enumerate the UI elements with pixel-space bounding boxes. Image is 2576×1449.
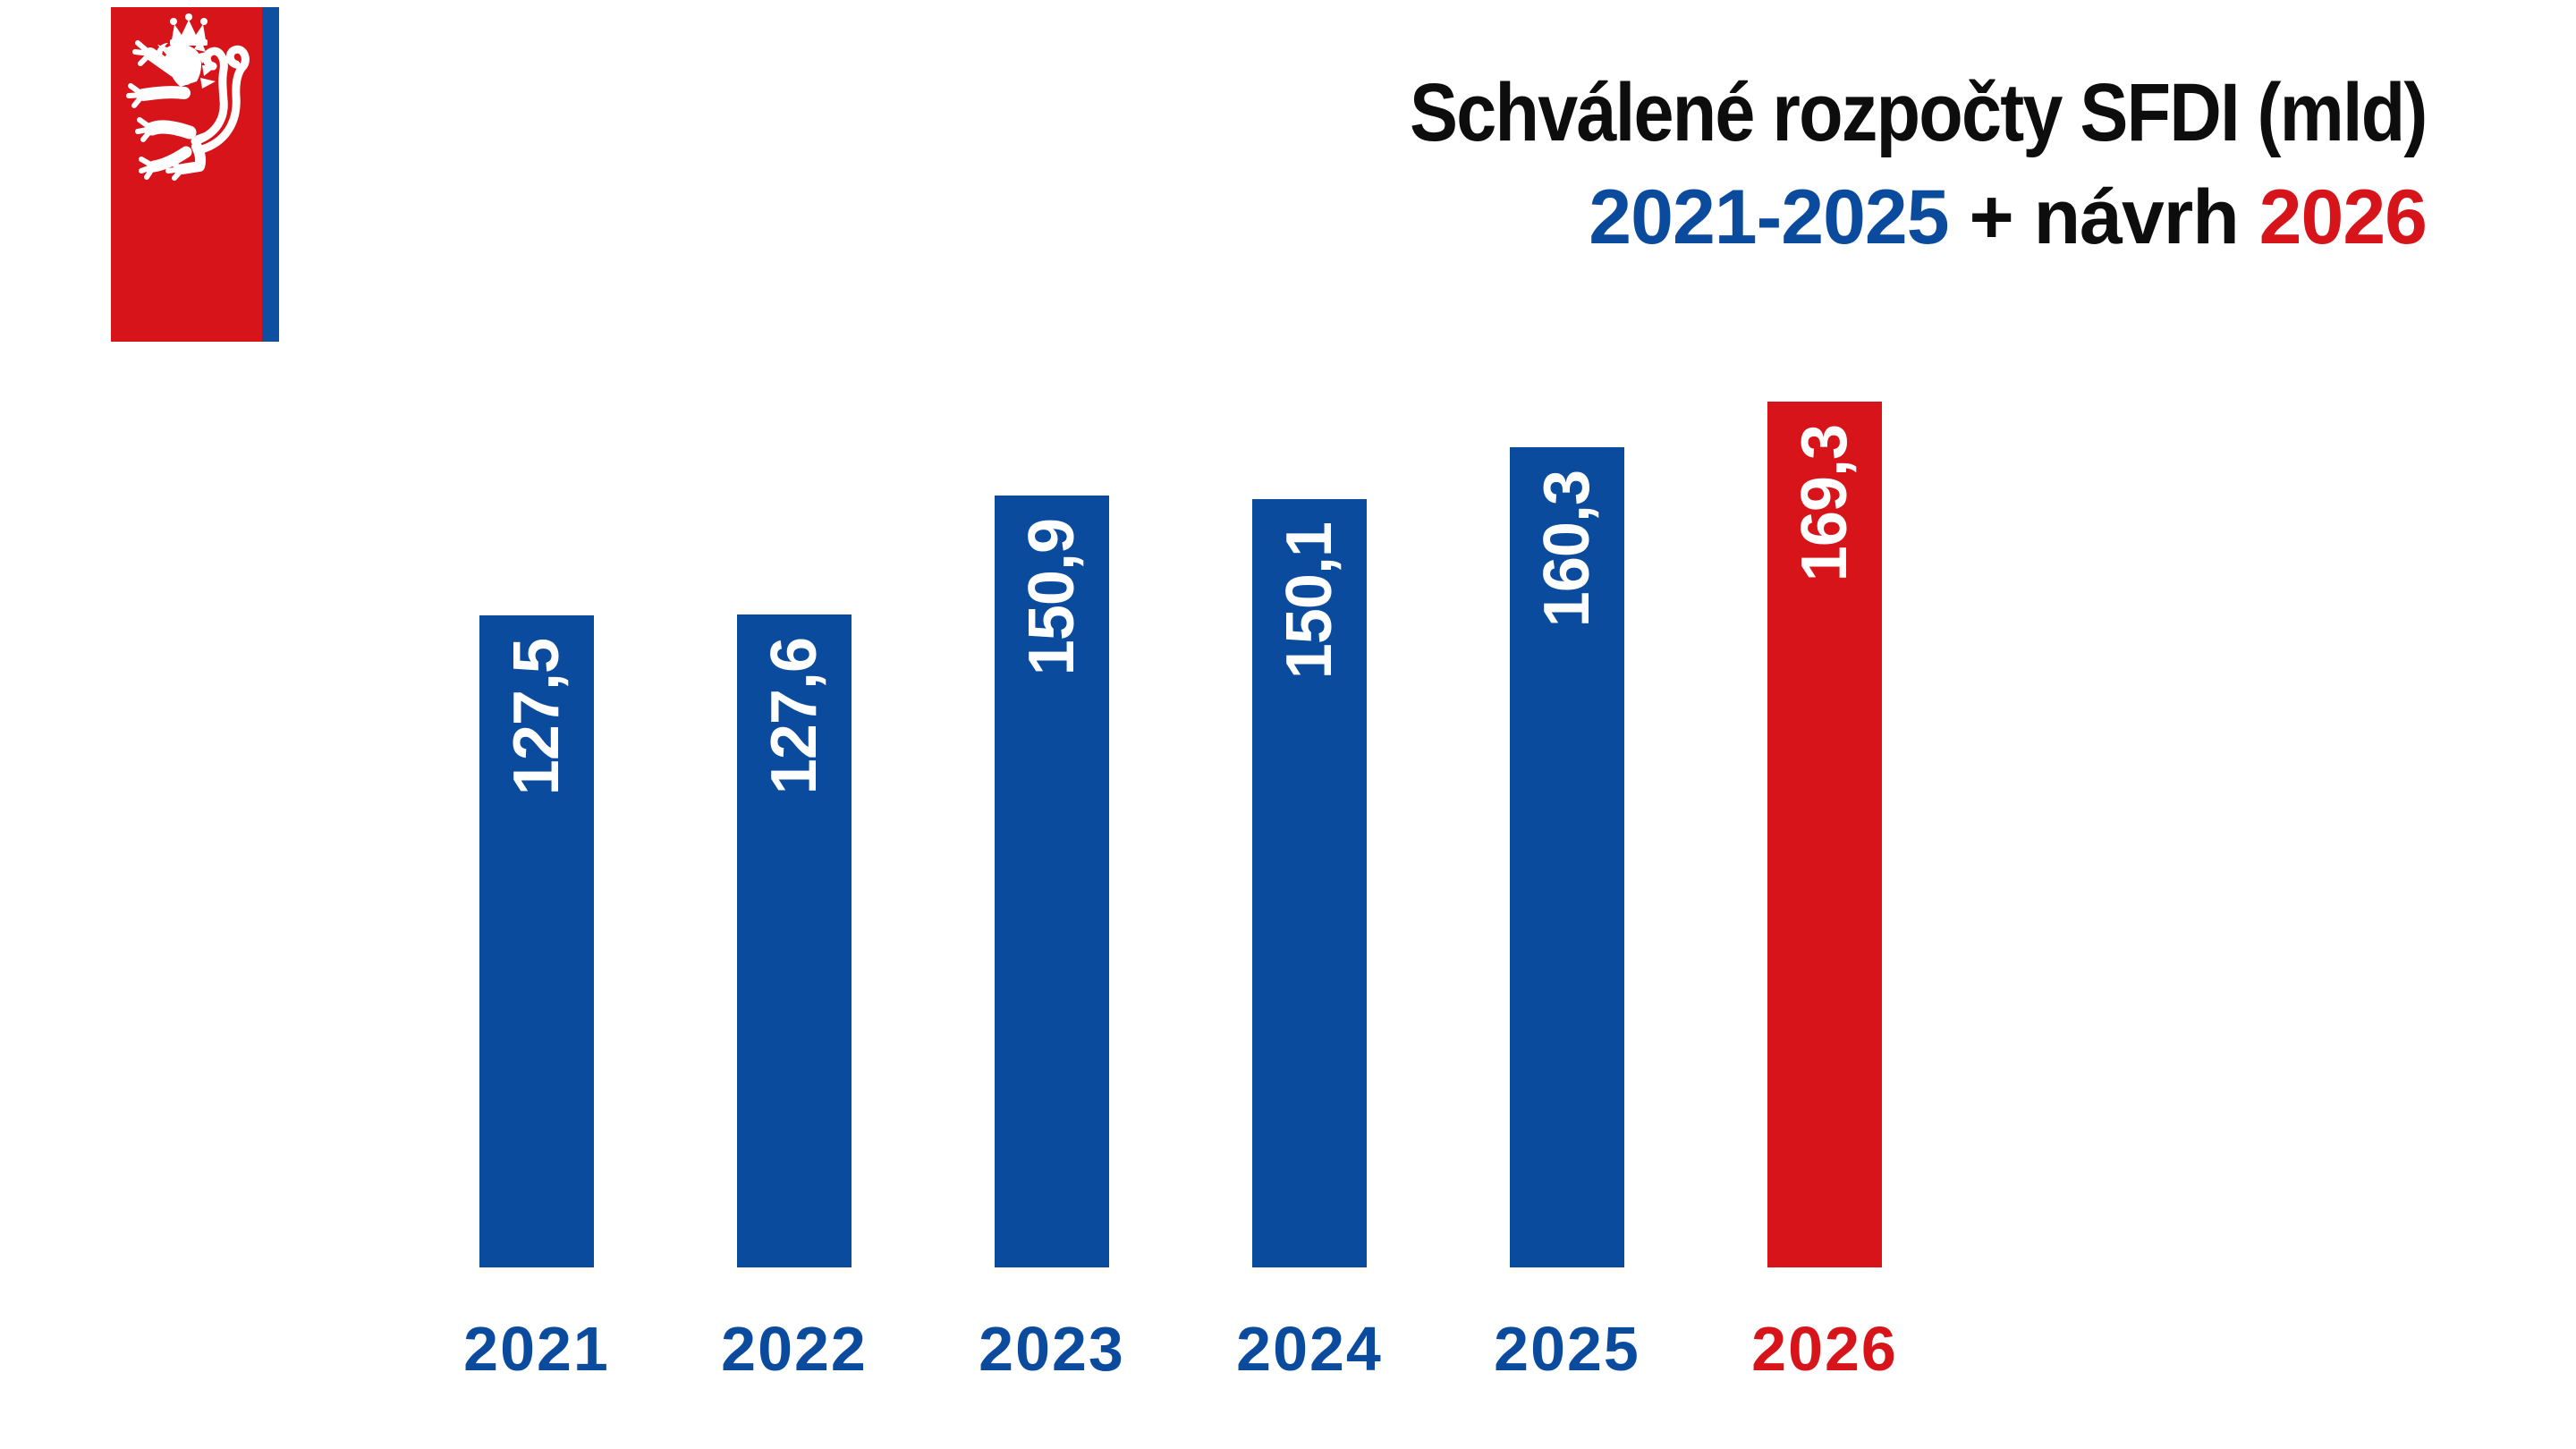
bar-chart: 127,5 2021 127,6 2022 150,9 2023 150,1 2024 160,…: [463, 402, 1896, 1380]
chart-title-line2: 2021-2025 + návrh 2026: [1271, 179, 2428, 256]
bar-column-2024: 150,1 2024: [1236, 499, 1381, 1380]
title-plus-navrh: + návrh: [1948, 174, 2259, 260]
bar-2024: 150,1: [1252, 499, 1367, 1267]
chart-title-line1: Schválené rozpočty SFDI (mld): [1410, 67, 2428, 158]
bar-2023: 150,9: [995, 496, 1109, 1267]
bar-value-label: 127,5: [479, 639, 594, 795]
year-label-2021: 2021: [463, 1314, 610, 1384]
year-label-2022: 2022: [721, 1314, 868, 1384]
year-label-2025: 2025: [1494, 1314, 1640, 1384]
bar-value-text: 169,3: [1789, 425, 1860, 582]
year-label-2024: 2024: [1236, 1314, 1383, 1384]
bar-column-2026: 169,3 2026: [1751, 402, 1896, 1380]
bar-2025: 160,3: [1510, 447, 1624, 1267]
bar-2022: 127,6: [737, 614, 852, 1267]
bar-value-text: 160,3: [1531, 470, 1603, 628]
title-years-range: 2021-2025: [1589, 174, 1949, 260]
bar-column-2025: 160,3 2025: [1494, 447, 1639, 1380]
bar-value-text: 127,6: [758, 638, 830, 795]
bar-value-label: 150,1: [1252, 522, 1367, 679]
flag-blue-stripe: [262, 7, 279, 342]
bar-column-2022: 127,6 2022: [721, 614, 866, 1380]
czech-lion-icon: [126, 13, 250, 181]
title-proposal-year: 2026: [2258, 174, 2428, 260]
bar-value-label: 150,9: [995, 519, 1109, 675]
bar-value-text: 127,5: [501, 639, 572, 796]
year-label-2026: 2026: [1751, 1314, 1898, 1384]
bar-column-2021: 127,5 2021: [463, 615, 608, 1380]
bar-value-label: 160,3: [1510, 470, 1624, 627]
bar-value-text: 150,1: [1274, 522, 1345, 680]
bar-2021: 127,5: [479, 615, 594, 1267]
flag-red-field: [111, 7, 262, 342]
bar-value-label: 169,3: [1767, 425, 1882, 581]
bar-value-label: 127,6: [737, 638, 852, 794]
czech-flag-logo: [111, 7, 279, 342]
bar-value-text: 150,9: [1016, 519, 1088, 676]
bar-2026: 169,3: [1767, 402, 1882, 1267]
bar-column-2023: 150,9 2023: [979, 496, 1123, 1380]
chart-title: Schválené rozpočty SFDI (mld) 2021-2025 …: [1271, 67, 2428, 256]
year-label-2023: 2023: [979, 1314, 1125, 1384]
